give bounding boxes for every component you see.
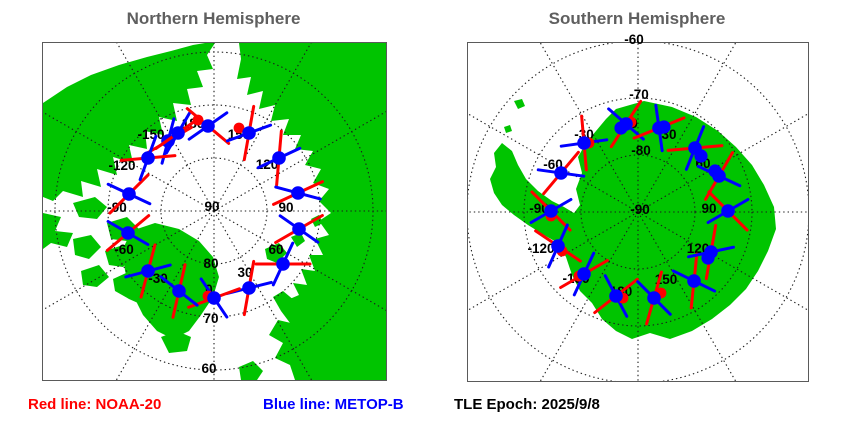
longitude-label: 90 — [701, 201, 716, 216]
metopb-position-dot — [242, 126, 256, 140]
latitude-label: -70 — [629, 87, 649, 102]
metopb-position-dot — [577, 267, 591, 281]
latitude-ring — [523, 97, 753, 327]
metopb-position-dot — [619, 117, 633, 131]
satellite-marker — [225, 104, 273, 162]
satellite-marker — [185, 107, 231, 145]
satellites-north — [105, 104, 324, 319]
metopb-position-dot — [121, 226, 135, 240]
metopb-position-dot — [577, 136, 591, 150]
satellite-marker — [593, 274, 639, 318]
longitude-label: 30 — [237, 265, 252, 280]
satellite-marker — [696, 151, 742, 201]
noaa20-position-dot — [233, 122, 245, 134]
metopb-position-dot — [647, 291, 661, 305]
north-map-svg: 1801501209060300-30-60-90-120-1509080706… — [43, 43, 386, 380]
satellite-marker — [671, 252, 717, 310]
latitude-label: -60 — [624, 32, 644, 47]
north-map-title: Northern Hemisphere — [126, 9, 301, 28]
metopb-position-dot — [291, 186, 305, 200]
latitude-label: 60 — [201, 361, 216, 376]
latitude-label: -90 — [630, 202, 650, 217]
metopb-position-dot — [201, 119, 215, 133]
metopb-position-dot — [712, 169, 726, 183]
satellite-marker — [687, 223, 735, 281]
satellite-marker — [154, 111, 202, 155]
satellite-marker — [274, 214, 324, 244]
satellite-marker — [632, 103, 686, 153]
metopb-position-dot — [554, 166, 568, 180]
metopb-position-dot — [704, 245, 718, 259]
north-hemisphere-map: 1801501209060300-30-60-90-120-1509080706… — [42, 42, 387, 381]
satellite-marker — [272, 180, 324, 206]
latitude-label: 80 — [203, 256, 218, 271]
metopb-position-dot — [551, 239, 565, 253]
satellite-marker — [534, 223, 582, 269]
metopb-position-dot — [609, 289, 623, 303]
longitude-label: -120 — [527, 241, 554, 256]
metopb-position-dot — [721, 204, 735, 218]
satellite-marker — [706, 190, 750, 232]
metopb-position-dot — [688, 141, 702, 155]
metopb-position-dot — [652, 121, 666, 135]
satellite-marker — [105, 214, 151, 252]
satellite-marker — [159, 263, 199, 319]
metopb-position-dot — [544, 204, 558, 218]
satellite-marker — [106, 173, 152, 215]
metopb-position-dot — [687, 274, 701, 288]
satellite-marker — [559, 114, 609, 172]
metopb-position-dot — [272, 151, 286, 165]
metopb-position-dot — [276, 257, 290, 271]
longitude-label: -120 — [108, 158, 135, 173]
longitude-label: -150 — [137, 127, 164, 142]
latitude-label: -80 — [631, 143, 651, 158]
south-hemisphere-map: 0306090120150180-150-120-90-60-30-90-80-… — [467, 32, 809, 382]
graticule-south — [468, 43, 808, 381]
satellite-marker — [607, 99, 645, 149]
satellite-marker — [636, 270, 672, 326]
tle-epoch-label: TLE Epoch: 2025/9/8 — [454, 396, 600, 413]
metopb-position-dot — [172, 284, 186, 298]
metopb-position-dot — [141, 151, 155, 165]
latitude-label: 70 — [203, 311, 218, 326]
noaa20-position-dot — [192, 114, 204, 126]
metopb-position-dot — [141, 264, 155, 278]
longitude-label: 90 — [278, 200, 293, 215]
edge-labels-south: -60 — [624, 32, 644, 47]
latitude-label: 90 — [204, 199, 219, 214]
metopb-position-dot — [242, 281, 256, 295]
satellite-marker — [256, 129, 302, 187]
metopb-position-dot — [122, 187, 136, 201]
metopb-position-dot — [207, 291, 221, 305]
satellite-marker — [124, 243, 172, 299]
satellite-marker — [559, 251, 609, 297]
legend-noaa20: Red line: NOAA-20 — [28, 396, 162, 413]
metopb-position-dot — [292, 222, 306, 236]
south-map-svg: 0306090120150180-150-120-90-60-30-90-80-… — [468, 32, 808, 381]
latitude-ring — [580, 154, 696, 270]
satellite-marker — [536, 150, 586, 196]
satellites-south — [529, 99, 750, 326]
legend-metopb: Blue line: METOP-B — [263, 396, 404, 413]
satellite-marker — [666, 125, 724, 171]
south-map-title: Southern Hemisphere — [548, 9, 726, 28]
satellite-marker — [119, 134, 177, 182]
longitude-label: -60 — [114, 242, 134, 257]
satellite-marker — [254, 241, 312, 287]
longitude-label: 60 — [268, 242, 283, 257]
metopb-position-dot — [171, 126, 185, 140]
satellite-marker — [529, 190, 573, 232]
graticule-north — [43, 43, 386, 380]
